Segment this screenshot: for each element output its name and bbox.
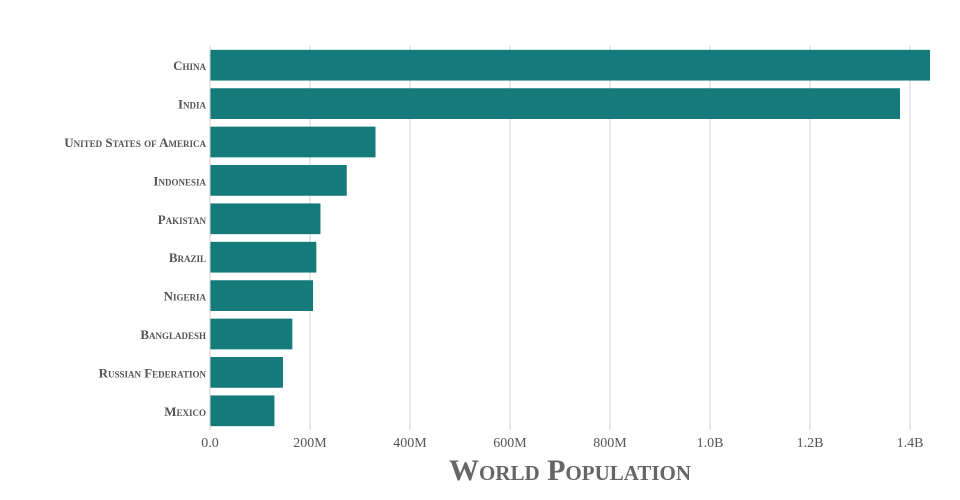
category-label: United States of America: [64, 135, 206, 150]
bar: [210, 241, 317, 273]
category-label: Pakistan: [158, 212, 207, 227]
category-label: Brazil: [169, 250, 206, 265]
category-label: India: [178, 97, 207, 112]
bar: [210, 49, 930, 81]
bar: [210, 357, 283, 388]
category-label: China: [173, 58, 206, 73]
bar: [210, 165, 347, 196]
x-axis-tick-labels: 0.0 200M 400M 600M 800M 1.0B 1.2B 1.4B: [201, 436, 923, 451]
bars: [210, 49, 930, 427]
bar: [210, 203, 321, 235]
x-tick-label: 600M: [493, 436, 527, 451]
category-label: Indonesia: [153, 173, 206, 188]
x-tick-label: 200M: [293, 436, 327, 451]
x-tick-label: 800M: [593, 436, 627, 451]
x-tick-label: 400M: [393, 436, 427, 451]
category-label: Mexico: [164, 404, 206, 419]
bar: [210, 395, 275, 427]
category-label: Russian Federation: [99, 365, 207, 380]
x-tick-label: 0.0: [201, 436, 219, 451]
bar: [210, 318, 293, 350]
x-tick-label: 1.0B: [697, 436, 724, 451]
x-axis-title: World Population: [449, 454, 691, 487]
x-tick-label: 1.4B: [897, 436, 924, 451]
category-label: Bangladesh: [140, 327, 206, 342]
bar: [210, 280, 314, 311]
x-tick-label: 1.2B: [797, 436, 824, 451]
bar: [210, 88, 900, 119]
bar: [210, 126, 376, 158]
category-label: Nigeria: [164, 289, 207, 304]
category-labels: China India United States of America Indone…: [64, 58, 206, 419]
